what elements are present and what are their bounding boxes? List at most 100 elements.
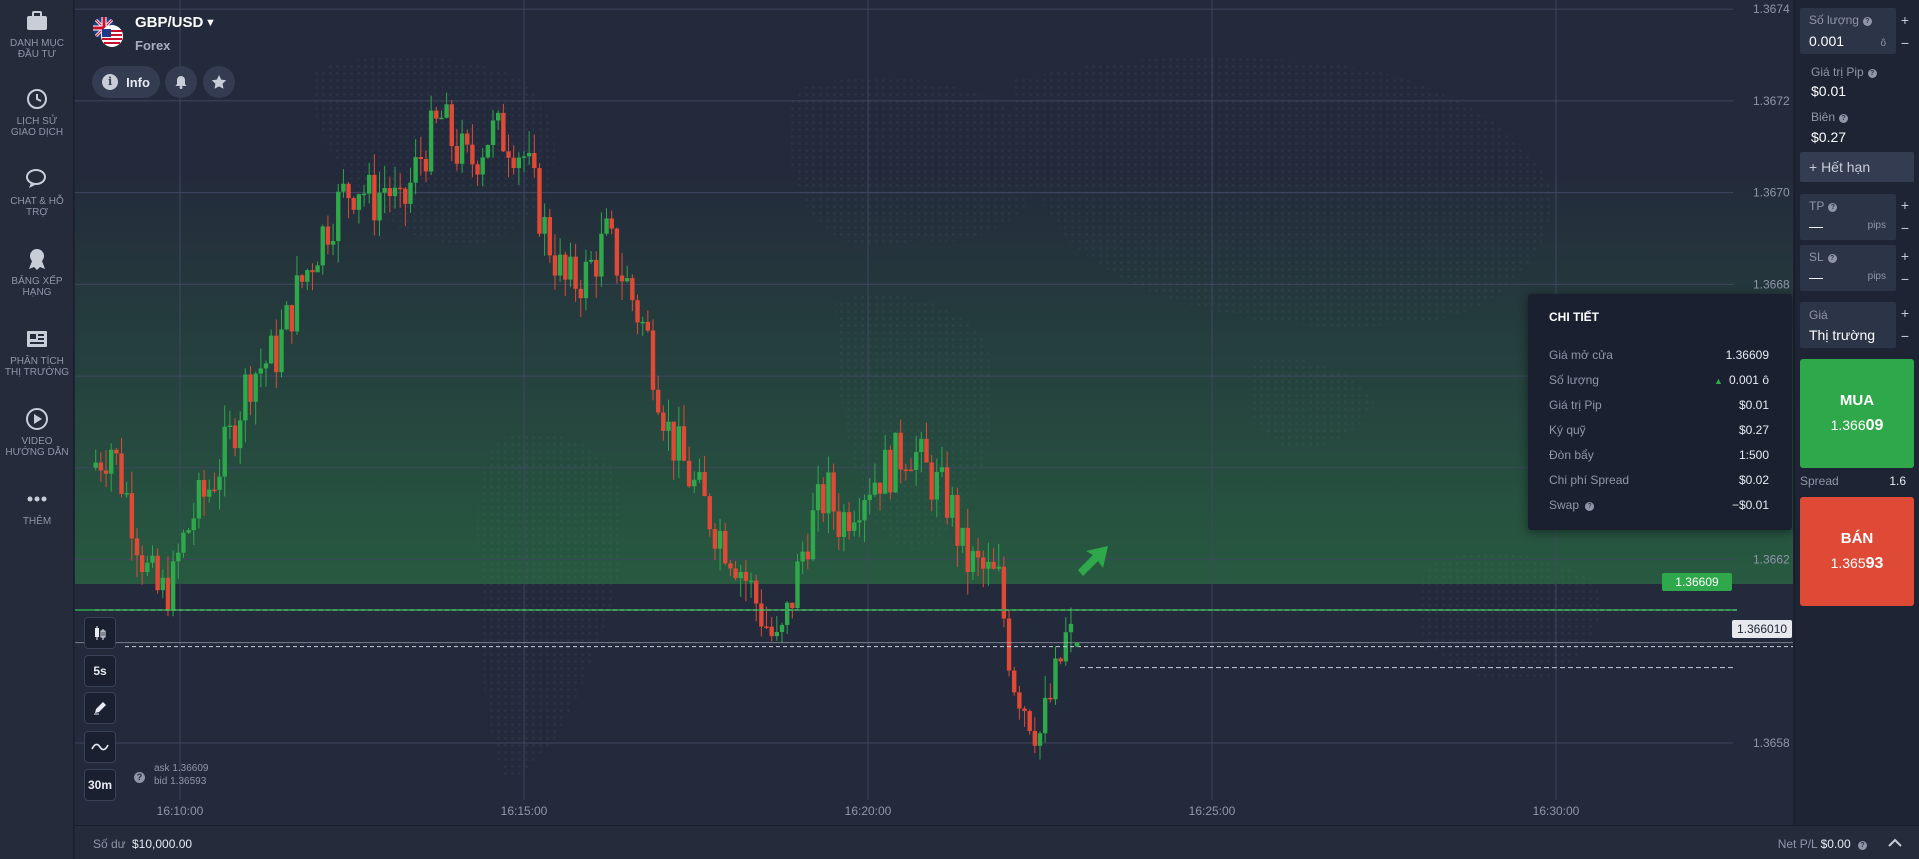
alerts-button[interactable]: [165, 66, 197, 98]
chevron-up-icon[interactable]: [1885, 833, 1905, 853]
candle-body: [268, 335, 274, 364]
sidebar-item-label: CHAT & HỖ TRỢ: [10, 196, 64, 218]
sidebar-item-label: DANH MỤC ĐẦU TƯ: [10, 38, 64, 60]
sidebar-item-video[interactable]: VIDEO HƯỚNG DẪN: [0, 406, 74, 458]
drawing-tools-button[interactable]: [84, 692, 116, 724]
candle-body: [377, 192, 382, 221]
take-profit-field[interactable]: TP? — pips: [1800, 194, 1896, 240]
quantity-field[interactable]: Số lượng? 0.001 ô: [1800, 8, 1896, 54]
chart-type-button[interactable]: [84, 617, 116, 649]
candle-body: [625, 278, 630, 282]
y-tick-label: 1.3658: [1753, 736, 1790, 750]
y-tick-label: 1.3674: [1753, 2, 1790, 16]
spread-label: Spread: [1800, 474, 1839, 488]
candle-body: [650, 330, 656, 390]
stop-loss-field[interactable]: SL? — pips: [1800, 245, 1896, 291]
candle-body: [506, 151, 511, 158]
help-icon[interactable]: ?: [1862, 17, 1872, 26]
buy-button[interactable]: MUA 1.36609: [1800, 359, 1914, 468]
candle-body: [475, 164, 480, 175]
timeframe-button[interactable]: 5s: [84, 655, 116, 687]
sl-decrease-button[interactable]: −: [1900, 271, 1910, 287]
instrument-name[interactable]: GBP/USD: [135, 14, 204, 31]
sl-increase-button[interactable]: +: [1900, 248, 1910, 264]
chart-period-button[interactable]: 30m: [84, 769, 116, 801]
candle-body: [676, 426, 681, 461]
candle-body: [361, 193, 367, 196]
sl-value[interactable]: —: [1809, 269, 1823, 285]
pip-value: $0.01: [1811, 83, 1847, 99]
detail-label: Giá mở cửa: [1549, 348, 1613, 362]
detail-label: Swap: [1549, 498, 1580, 512]
candle-body: [960, 527, 965, 546]
help-icon[interactable]: ?: [1858, 841, 1867, 850]
sell-button[interactable]: BÁN 1.36593: [1800, 497, 1914, 606]
quantity-value[interactable]: 0.001: [1809, 33, 1845, 49]
candle-body: [408, 182, 413, 204]
help-icon[interactable]: ?: [1828, 203, 1838, 212]
sidebar-item-leaderboard[interactable]: BẢNG XẾP HẠNG: [0, 246, 74, 298]
last-price-dot: [1074, 642, 1080, 648]
sidebar-item-chat[interactable]: CHAT & HỖ TRỢ: [0, 166, 74, 218]
candle-body: [134, 538, 140, 556]
expiration-button[interactable]: + Hết hạn: [1800, 152, 1914, 182]
candle-body: [470, 144, 475, 165]
price-chart[interactable]: 1.3674 1.3672 1.3670 1.3668 1.3662 1.3658 16:…: [75, 0, 1793, 825]
sidebar-item-portfolio[interactable]: DANH MỤC ĐẦU TƯ: [0, 8, 74, 60]
chevron-down-icon[interactable]: ▼: [205, 17, 216, 29]
price-levels: [75, 609, 1793, 669]
chart-grid: [75, 0, 1733, 800]
help-icon[interactable]: ?: [1827, 254, 1837, 263]
candle-body: [207, 489, 212, 497]
candle-body: [841, 512, 847, 537]
order-price-field[interactable]: Giá Thị trường: [1800, 302, 1896, 348]
candle-body: [222, 426, 227, 477]
price-increase-button[interactable]: +: [1900, 305, 1910, 321]
ask-bid-readout: ask 1.36609 bid 1.36593: [154, 762, 209, 788]
price-decrease-button[interactable]: −: [1900, 328, 1910, 344]
candle-body: [723, 530, 728, 564]
candle-body: [893, 432, 898, 493]
sidebar-item-history[interactable]: LỊCH SỬ GIAO DỊCH: [0, 86, 74, 138]
info-button[interactable]: i Info: [92, 66, 160, 98]
candle-body: [119, 453, 124, 494]
detail-label: Giá trị Pip: [1549, 398, 1602, 412]
chart-canvas[interactable]: 1.3674 1.3672 1.3670 1.3668 1.3662 1.3658 16:…: [75, 0, 1793, 825]
detail-label: Số lượng: [1549, 373, 1599, 387]
quantity-decrease-button[interactable]: −: [1900, 35, 1910, 51]
help-icon[interactable]: ?: [134, 772, 145, 783]
indicators-button[interactable]: [84, 731, 116, 763]
help-icon[interactable]: ?: [1867, 69, 1877, 78]
buy-price: 1.36609: [1830, 417, 1884, 434]
candle-body: [774, 632, 780, 637]
candle-body: [232, 425, 238, 449]
candle-body: [846, 512, 852, 531]
candle-body: [743, 571, 749, 581]
sidebar-item-more[interactable]: THÊM: [0, 486, 74, 527]
tp-value[interactable]: —: [1809, 218, 1823, 234]
candle-body: [666, 421, 671, 431]
candle-body: [372, 174, 377, 221]
pip-value-label: Giá trị Pip: [1811, 65, 1864, 79]
sidebar-item-label: LỊCH SỬ GIAO DỊCH: [10, 116, 64, 138]
tp-increase-button[interactable]: +: [1900, 197, 1910, 213]
candle-body: [521, 156, 527, 158]
candle-body: [1032, 730, 1038, 746]
candle-body: [454, 145, 460, 164]
candle-body: [217, 476, 222, 490]
open-position-zone: [75, 170, 1793, 584]
price-value[interactable]: Thị trường: [1809, 327, 1876, 343]
help-icon[interactable]: ?: [1839, 114, 1849, 123]
candle-body: [867, 494, 872, 501]
sidebar-item-analysis[interactable]: PHÂN TÍCH THỊ TRƯỜNG: [0, 326, 74, 378]
candle-body: [779, 624, 785, 633]
help-icon[interactable]: ?: [1585, 502, 1595, 511]
candle-body: [485, 144, 491, 158]
buy-label: MUA: [1839, 392, 1875, 409]
candle-body: [805, 551, 810, 560]
quantity-increase-button[interactable]: +: [1900, 12, 1910, 28]
tp-decrease-button[interactable]: −: [1900, 220, 1910, 236]
favorite-button[interactable]: [203, 66, 235, 98]
candle-body: [991, 561, 996, 569]
candle-body: [583, 261, 589, 299]
